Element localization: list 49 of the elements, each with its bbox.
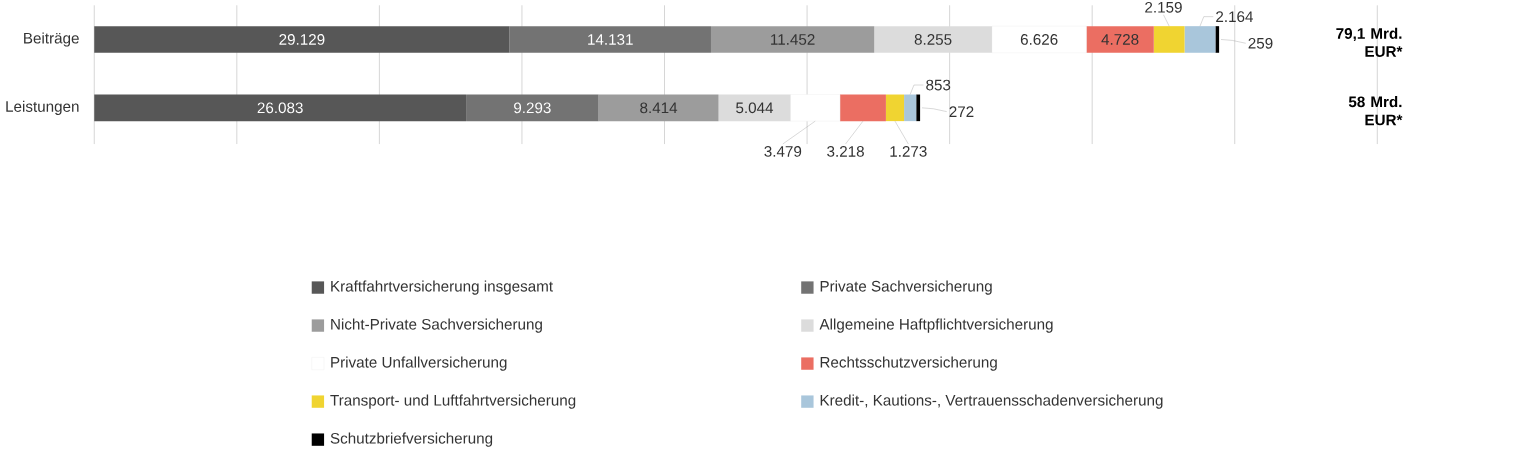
y-tick-label: Leistungen <box>6 100 79 115</box>
data-label: 4.728 <box>1101 34 1139 45</box>
data-label: 272 <box>949 106 974 118</box>
bar <box>466 94 599 122</box>
data-label: 3.479 <box>764 146 802 157</box>
legend-label: Private Unfallversicherung <box>331 356 507 371</box>
bar <box>874 26 992 53</box>
data-label: 11.452 <box>771 34 815 45</box>
data-label: 26.083 <box>257 102 303 114</box>
data-label: 8.255 <box>914 34 952 45</box>
data-label: 5.044 <box>736 102 774 114</box>
bar <box>1184 26 1216 53</box>
legend-label: Nicht-Private Sachversicherung <box>331 318 542 333</box>
bar <box>94 94 467 122</box>
y-tick-label: Beiträge <box>24 32 79 47</box>
bar <box>885 94 905 122</box>
data-label: 2.164 <box>1216 11 1253 23</box>
bar <box>509 26 711 53</box>
data-label: 1.273 <box>890 146 927 157</box>
legend-label: Schutzbriefversicherung <box>330 432 493 447</box>
annotation: 79,1 Mrd. EUR* <box>1336 27 1403 58</box>
bar <box>840 94 886 122</box>
annotation: 58 Mrd. EUR* <box>1348 96 1403 126</box>
bar <box>1086 26 1154 53</box>
bar <box>991 26 1087 54</box>
legend-label: Transport- und Luftfahrtversicherung <box>330 394 576 409</box>
bar <box>916 94 921 122</box>
bar <box>1215 26 1220 53</box>
bar <box>598 94 719 122</box>
bar <box>94 26 510 53</box>
data-label: 259 <box>1248 37 1273 49</box>
bar <box>710 26 875 53</box>
data-label: 2.159 <box>1145 1 1182 13</box>
data-label: 29.129 <box>279 34 325 45</box>
bar <box>790 94 841 122</box>
bar <box>718 94 791 122</box>
legend-label: Kraftfahrtversicherung insgesamt <box>331 280 553 295</box>
data-label: 6.626 <box>1020 34 1058 45</box>
data-label: 8.414 <box>640 102 678 114</box>
data-label: 9.293 <box>514 102 551 114</box>
legend-label: Allgemeine Haftpflichtversicherung <box>819 318 1053 333</box>
bar <box>1153 26 1185 53</box>
data-label: 14.131 <box>588 34 633 45</box>
legend-label: Kredit-, Kautions-, Vertrauensschadenversicherung <box>820 394 1163 409</box>
legend-label: Rechtsschutzversicherung <box>820 356 997 371</box>
legend-label: Private Sachversicherung <box>820 280 992 295</box>
data-label: 853 <box>926 79 951 91</box>
bar <box>904 94 917 122</box>
data-label: 3.218 <box>827 146 864 157</box>
